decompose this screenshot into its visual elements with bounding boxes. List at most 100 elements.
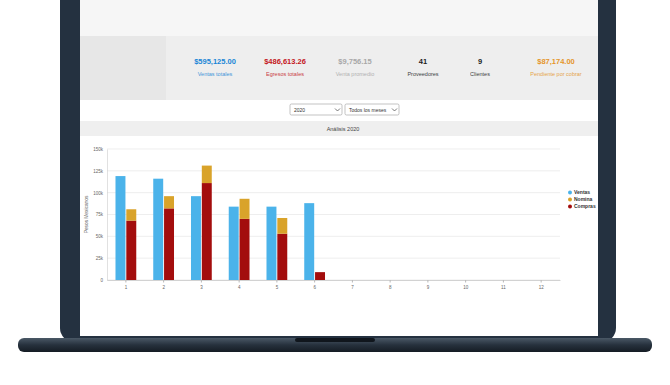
bar: [115, 176, 125, 280]
bar: [229, 207, 239, 280]
x-tick: 3: [200, 280, 203, 290]
x-tick-label: 8: [389, 285, 392, 290]
x-tick-mark: [314, 280, 315, 283]
kpi-label: Proveedores: [407, 71, 438, 77]
chart-title: Análisis 2020: [327, 126, 360, 132]
x-tick-label: 9: [427, 285, 430, 290]
dropdown-box[interactable]: [290, 104, 342, 115]
x-tick-mark: [390, 280, 391, 283]
kpi-label: Venta promedio: [336, 71, 375, 77]
x-tick-mark: [352, 280, 353, 283]
grid-line: [107, 192, 560, 193]
x-axis: 123456789101112: [108, 280, 561, 290]
screen-bg: [80, 0, 598, 336]
legend-item: Ventas: [568, 189, 590, 195]
y-tick: 50k: [96, 234, 107, 239]
legend: VentasNominaCompras: [568, 189, 596, 209]
y-tick: 0: [100, 278, 107, 283]
kpi: $486,613.26 Egresos totales: [264, 57, 306, 77]
legend-swatch: [568, 191, 572, 195]
x-tick-mark: [125, 280, 126, 283]
kpi: $87,174.00 Pendiente por cobrar: [530, 57, 582, 77]
x-tick-label: 6: [313, 285, 316, 290]
title-strip: [80, 121, 598, 136]
x-tick-label: 3: [200, 285, 203, 290]
grid-line: [107, 258, 560, 259]
kpi-label: Ventas totales: [198, 71, 233, 77]
bar: [266, 207, 276, 280]
y-tick-label: 150k: [93, 147, 104, 152]
bar-segment: [164, 208, 174, 280]
legend-item: Nomina: [568, 196, 593, 202]
x-tick: 9: [427, 280, 430, 290]
bar: [191, 196, 201, 280]
x-tick: 5: [276, 280, 279, 290]
kpi-label: Clientes: [470, 71, 490, 77]
x-tick: 8: [389, 280, 392, 290]
x-tick-mark: [427, 280, 428, 283]
bar-segment: [126, 209, 136, 220]
dropdown-arrow: [335, 109, 340, 112]
bar-segment: [240, 219, 250, 280]
bar-segment: [315, 272, 325, 273]
x-tick: 4: [238, 280, 241, 290]
x-tick-label: 11: [501, 285, 506, 290]
kpi-value: $87,174.00: [537, 57, 575, 66]
y-tick: 150k: [93, 147, 107, 152]
kpi-value: $9,756.15: [338, 57, 371, 66]
page: $595,125.00 Ventas totales $486,613.26 Egre…: [0, 0, 670, 385]
x-tick: 10: [463, 280, 469, 290]
grid-line: [107, 214, 560, 215]
laptop-base: [18, 338, 652, 352]
x-tick-label: 12: [539, 285, 545, 290]
legend-label: Compras: [574, 203, 596, 209]
y-tick-label: 75k: [96, 212, 104, 217]
x-tick: 7: [351, 280, 354, 290]
laptop-shell: [60, 0, 616, 342]
x-tick-mark: [465, 280, 466, 283]
x-tick-mark: [163, 280, 164, 283]
x-axis-line: [108, 280, 561, 281]
x-tick-label: 10: [463, 285, 469, 290]
kpi-value: 9: [478, 57, 482, 66]
bar: [153, 179, 163, 280]
kpi-label: Egresos totales: [266, 71, 304, 77]
dropdown-text: 2020: [294, 107, 305, 113]
y-tick-label: 0: [100, 278, 103, 283]
x-tick-label: 2: [162, 285, 165, 290]
grid-line: [107, 170, 560, 171]
legend-label: Nomina: [574, 196, 593, 202]
kpi-value: $486,613.26: [264, 57, 306, 66]
dropdown-arrow: [392, 109, 397, 112]
y-tick-label: 25k: [96, 256, 104, 261]
x-tick-mark: [239, 280, 240, 283]
kpi-bar: [80, 36, 598, 100]
x-tick: 6: [313, 280, 316, 290]
bar-segment: [202, 166, 212, 183]
dropdown-text: Todos los meses: [349, 107, 387, 113]
bar-segment: [202, 183, 212, 280]
x-tick-mark: [276, 280, 277, 283]
kpi: 9 Clientes: [470, 57, 490, 77]
x-tick-mark: [503, 280, 504, 283]
top-bar: [80, 0, 598, 36]
bars: [115, 166, 325, 280]
kpi: $9,756.15 Venta promedio: [336, 57, 375, 77]
kpi-value: $595,125.00: [194, 57, 236, 66]
x-tick-label: 5: [276, 285, 279, 290]
kpi-label: Pendiente por cobrar: [530, 71, 582, 77]
y-tick: 100k: [93, 191, 107, 196]
kpi: 41 Proveedores: [407, 57, 438, 77]
bar: [304, 203, 314, 280]
x-tick-mark: [541, 280, 542, 283]
bar-segment: [164, 196, 174, 208]
y-axis-line: [107, 150, 108, 281]
month-select: Todos los meses: [345, 104, 399, 115]
dropdown-box[interactable]: [345, 104, 399, 115]
legend-swatch: [568, 198, 572, 202]
kpi-value: 41: [419, 57, 427, 66]
grid: [107, 149, 560, 280]
x-tick: 11: [501, 280, 506, 290]
bar-segment: [315, 272, 325, 280]
x-tick: 12: [539, 280, 545, 290]
